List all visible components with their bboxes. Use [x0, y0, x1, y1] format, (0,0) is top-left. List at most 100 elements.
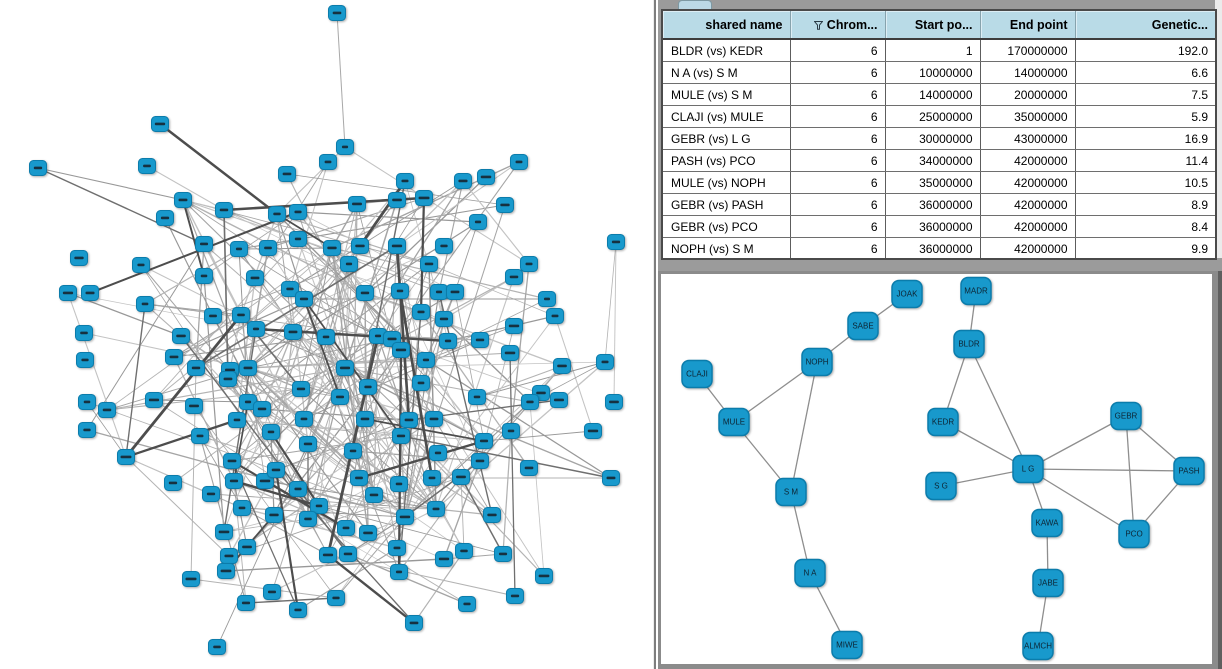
network-edge[interactable] — [367, 386, 465, 552]
network-edge[interactable] — [247, 367, 305, 420]
network-node[interactable] — [602, 470, 620, 486]
network-node[interactable] — [29, 160, 47, 176]
network-node[interactable] — [336, 139, 354, 155]
table-cell[interactable]: 6 — [789, 39, 885, 62]
network-edge[interactable] — [1027, 415, 1127, 470]
network-edge[interactable] — [140, 264, 277, 471]
network-node[interactable] — [219, 371, 237, 387]
network-edge[interactable] — [327, 554, 516, 597]
network-node[interactable] — [265, 507, 283, 523]
network-edge[interactable] — [300, 388, 437, 510]
network-edge[interactable] — [359, 180, 464, 247]
network-edge[interactable] — [502, 430, 512, 555]
table-cell[interactable]: 25000000 — [884, 105, 980, 128]
network-node[interactable] — [505, 269, 523, 285]
network-edge[interactable] — [67, 292, 127, 458]
table-cell[interactable]: MULE (vs) NOPH — [663, 171, 790, 194]
network-edge[interactable] — [173, 298, 305, 358]
network-edge[interactable] — [347, 553, 468, 605]
network-node[interactable] — [195, 268, 213, 284]
network-node[interactable] — [319, 547, 337, 563]
network-edge[interactable] — [212, 315, 341, 398]
network-edge[interactable] — [454, 221, 479, 293]
network-edge[interactable] — [325, 336, 341, 398]
network-node[interactable] — [204, 308, 222, 324]
network-node-mule[interactable]: MULE — [718, 407, 750, 437]
network-node[interactable] — [496, 197, 514, 213]
network-edge[interactable] — [300, 247, 333, 390]
network-node[interactable] — [138, 158, 156, 174]
network-node[interactable] — [359, 525, 377, 541]
network-node[interactable] — [117, 449, 135, 465]
network-node[interactable] — [215, 202, 233, 218]
table-cell[interactable]: 6.6 — [1074, 61, 1215, 84]
table-cell[interactable]: GEBR (vs) PCO — [663, 215, 790, 238]
network-node[interactable] — [145, 392, 163, 408]
network-edge[interactable] — [255, 328, 346, 369]
table-cell[interactable]: GEBR (vs) PASH — [663, 193, 790, 216]
network-node[interactable] — [263, 584, 281, 600]
network-node[interactable] — [259, 240, 277, 256]
table-cell[interactable]: 16.9 — [1074, 127, 1215, 150]
network-edge[interactable] — [233, 480, 347, 529]
network-node[interactable] — [228, 412, 246, 428]
table-cell[interactable]: 1 — [884, 39, 980, 62]
network-edge[interactable] — [435, 508, 493, 516]
network-edge[interactable] — [447, 315, 556, 342]
network-edge[interactable] — [476, 365, 563, 398]
network-edge[interactable] — [510, 263, 530, 432]
network-node[interactable] — [494, 546, 512, 562]
table-cell[interactable]: 20000000 — [979, 83, 1075, 106]
network-node[interactable] — [246, 270, 264, 286]
network-edge[interactable] — [195, 247, 333, 369]
network-edge[interactable] — [438, 291, 493, 516]
network-node[interactable] — [195, 236, 213, 252]
network-node[interactable] — [435, 311, 453, 327]
network-edge[interactable] — [1027, 468, 1135, 535]
network-node[interactable] — [78, 422, 96, 438]
table-cell[interactable]: 6 — [789, 171, 885, 194]
network-edge[interactable] — [276, 213, 333, 249]
network-node-sg[interactable]: S G — [925, 471, 957, 501]
network-node[interactable] — [505, 318, 523, 334]
network-edge[interactable] — [460, 476, 504, 555]
network-node-miwe[interactable]: MIWE — [831, 630, 863, 660]
table-cell[interactable]: 10000000 — [884, 61, 980, 84]
network-edge[interactable] — [144, 303, 379, 337]
table-cell[interactable]: 36000000 — [884, 215, 980, 238]
network-edge[interactable] — [425, 359, 612, 479]
network-edge[interactable] — [358, 439, 485, 480]
table-cell[interactable]: N A (vs) S M — [663, 61, 790, 84]
network-node[interactable] — [427, 501, 445, 517]
network-edge[interactable] — [199, 435, 247, 604]
network-node[interactable] — [388, 238, 406, 254]
network-edge[interactable] — [428, 263, 449, 342]
network-edge[interactable] — [254, 161, 329, 279]
network-node[interactable] — [59, 285, 77, 301]
network-edge[interactable] — [182, 199, 249, 369]
network-node-lg[interactable]: L G — [1012, 454, 1044, 484]
network-edge[interactable] — [336, 12, 346, 148]
network-node[interactable] — [156, 210, 174, 226]
network-edge[interactable] — [395, 245, 411, 421]
network-edge[interactable] — [124, 314, 243, 458]
network-node[interactable] — [78, 394, 96, 410]
table-cell[interactable]: 5.9 — [1074, 105, 1215, 128]
network-node[interactable] — [337, 520, 355, 536]
column-header-genetic[interactable]: Genetic... — [1074, 11, 1215, 40]
network-node[interactable] — [535, 568, 553, 584]
network-node[interactable] — [172, 328, 190, 344]
network-node[interactable] — [230, 241, 248, 257]
network-edge[interactable] — [125, 303, 146, 458]
network-node[interactable] — [415, 190, 433, 206]
network-node-sm[interactable]: S M — [775, 477, 807, 507]
network-edge[interactable] — [483, 430, 594, 442]
network-node[interactable] — [289, 204, 307, 220]
network-node[interactable] — [339, 546, 357, 562]
network-edge[interactable] — [509, 352, 516, 597]
network-edge[interactable] — [443, 460, 481, 560]
network-node-gebr[interactable]: GEBR — [1110, 401, 1142, 431]
table-cell[interactable]: PASH (vs) PCO — [663, 149, 790, 172]
network-node[interactable] — [435, 238, 453, 254]
table-cell[interactable]: 36000000 — [884, 237, 980, 258]
